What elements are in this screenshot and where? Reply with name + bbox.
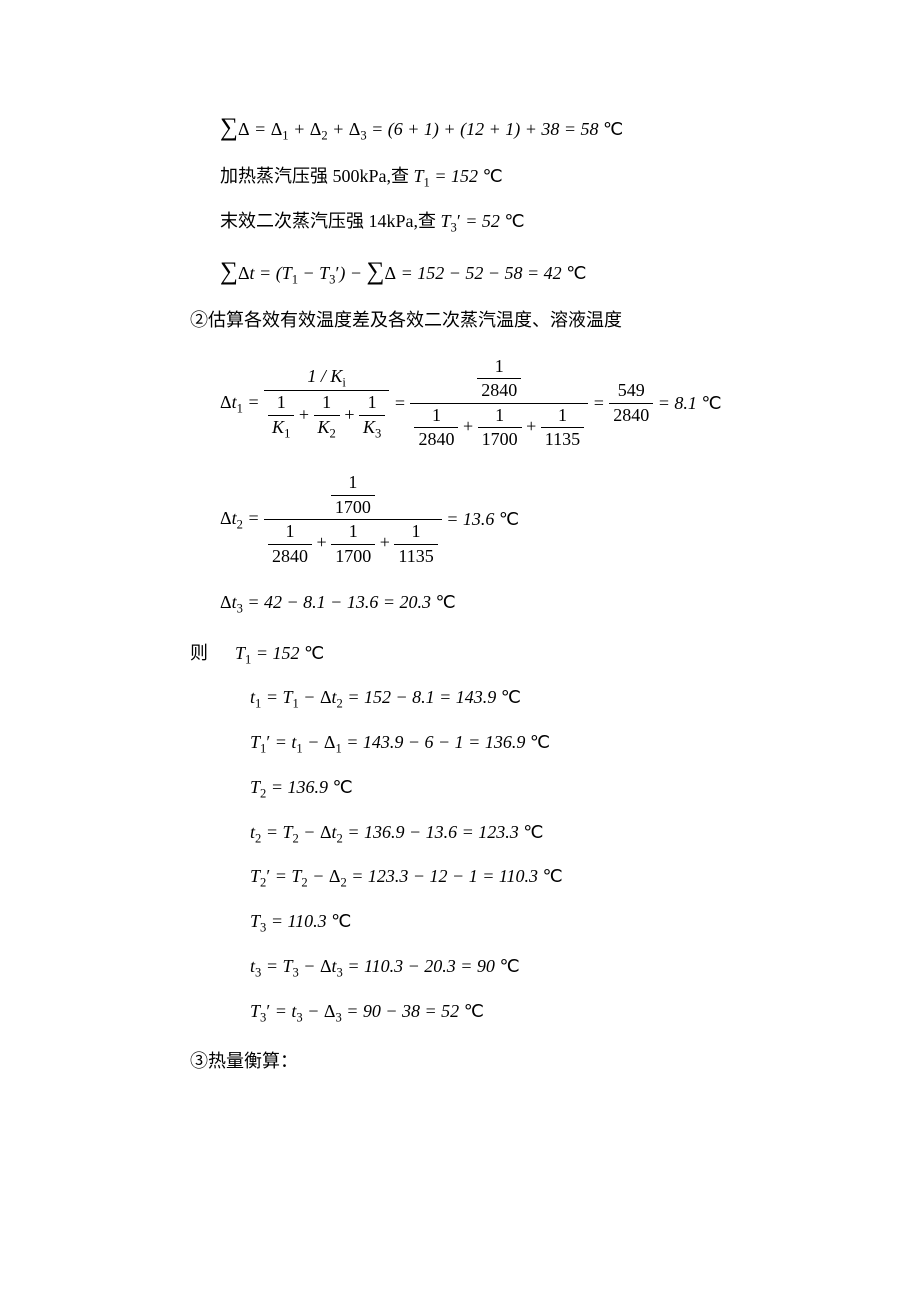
text-steam-14kpa: 末效二次蒸汽压强 14kPa,查 T3′ = 52 ℃ bbox=[220, 207, 810, 238]
equation-t1: t1 = T1 − Δt2 = 152 − 8.1 = 143.9 ℃ bbox=[250, 683, 810, 714]
equation-sum-delta: ∑Δ = Δ1 + Δ2 + Δ3 = (6 + 1) + (12 + 1) +… bbox=[220, 108, 810, 148]
page-content: ∑Δ = Δ1 + Δ2 + Δ3 = (6 + 1) + (12 + 1) +… bbox=[190, 108, 810, 1076]
label-step2: ②估算各效有效温度差及各效二次蒸汽温度、溶液温度 bbox=[190, 310, 622, 330]
equation-T3: T3 = 110.3 ℃ bbox=[250, 907, 810, 938]
equation-T3p: T3′ = t3 − Δ3 = 90 − 38 = 52 ℃ bbox=[250, 997, 810, 1028]
equation-dt1: Δt1 = 1 / Ki 1K1 + 1K2 + 1K3 = 12840 128… bbox=[220, 355, 810, 452]
label-steam-14: 末效二次蒸汽压强 14kPa,查 bbox=[220, 211, 436, 231]
val-dt1-res: 8.1 bbox=[674, 393, 697, 413]
label-step3: ③热量衡算： bbox=[190, 1051, 298, 1071]
equation-dt3: Δt3 = 42 − 8.1 − 13.6 = 20.3 ℃ bbox=[220, 588, 810, 619]
text-then: 则 T1 = 152 ℃ bbox=[190, 639, 810, 670]
equation-T1p: T1′ = t1 − Δ1 = 143.9 − 6 − 1 = 136.9 ℃ bbox=[250, 728, 810, 759]
val-2840a: 2840 bbox=[477, 379, 521, 402]
val-2840d: 2840 bbox=[268, 545, 312, 568]
equation-sum-dt: ∑Δt = (T1 − T3′) − ∑Δ = 152 − 52 − 58 = … bbox=[220, 252, 810, 292]
equation-T2p: T2′ = T2 − Δ2 = 123.3 − 12 − 1 = 110.3 ℃ bbox=[250, 862, 810, 893]
text-steam-500kpa: 加热蒸汽压强 500kPa,查 T1 = 152 ℃ bbox=[220, 162, 810, 193]
val-1135b: 1135 bbox=[394, 545, 437, 568]
equation-t3: t3 = T3 − Δt3 = 110.3 − 20.3 = 90 ℃ bbox=[250, 952, 810, 983]
val-1700top: 1700 bbox=[331, 496, 375, 519]
label-then: 则 bbox=[190, 643, 208, 663]
val-1700b: 1700 bbox=[331, 545, 375, 568]
val-2840c: 2840 bbox=[609, 404, 653, 427]
text-step3: ③热量衡算： bbox=[190, 1047, 810, 1076]
val-2840b: 2840 bbox=[414, 428, 458, 451]
text-step2: ②估算各效有效温度差及各效二次蒸汽温度、溶液温度 bbox=[190, 306, 810, 335]
val-dt2-res: 13.6 bbox=[463, 509, 495, 529]
val-1135a: 1135 bbox=[541, 428, 584, 451]
equation-T2: T2 = 136.9 ℃ bbox=[250, 773, 810, 804]
label-steam-500: 加热蒸汽压强 500kPa,查 bbox=[220, 166, 409, 186]
equation-t2: t2 = T2 − Δt2 = 136.9 − 13.6 = 123.3 ℃ bbox=[250, 818, 810, 849]
val-549: 549 bbox=[609, 379, 653, 403]
val-1700a: 1700 bbox=[478, 428, 522, 451]
equation-dt2: Δt2 = 11700 12840 + 11700 + 11135 = 13.6… bbox=[220, 471, 810, 568]
